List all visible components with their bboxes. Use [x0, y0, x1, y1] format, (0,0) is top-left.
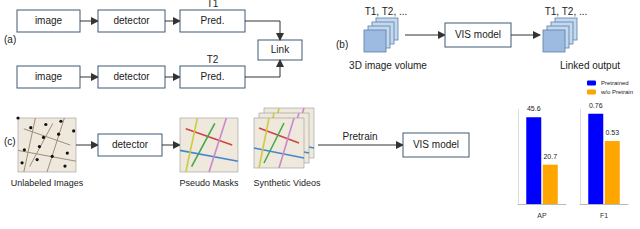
svg-text:3D image volume: 3D image volume — [349, 60, 427, 71]
svg-text:F1: F1 — [600, 212, 608, 219]
svg-text:Pred.: Pred. — [201, 71, 225, 82]
svg-text:(b): (b) — [336, 39, 348, 50]
svg-text:T1, T2, ...: T1, T2, ... — [365, 6, 408, 17]
svg-text:Linked output: Linked output — [560, 60, 620, 71]
svg-text:Unlabeled Images: Unlabeled Images — [11, 178, 84, 188]
svg-text:0.76: 0.76 — [589, 102, 603, 109]
svg-text:Pseudo Masks: Pseudo Masks — [179, 178, 239, 188]
svg-text:Pretrain: Pretrain — [342, 131, 377, 142]
svg-text:detector: detector — [113, 71, 150, 82]
svg-text:45.6: 45.6 — [527, 105, 541, 112]
svg-text:(a): (a) — [4, 34, 16, 45]
svg-text:detector: detector — [113, 15, 150, 26]
svg-text:Synthetic Videos: Synthetic Videos — [254, 178, 321, 188]
svg-text:T2: T2 — [207, 54, 219, 65]
svg-text:detector: detector — [112, 139, 149, 150]
svg-text:20.7: 20.7 — [543, 153, 557, 160]
svg-text:Pred.: Pred. — [201, 15, 225, 26]
svg-text:Pretrained: Pretrained — [601, 80, 629, 86]
svg-text:image: image — [35, 71, 63, 82]
svg-text:w/o Pretrain: w/o Pretrain — [600, 89, 633, 95]
svg-text:(c): (c) — [4, 136, 16, 147]
svg-text:Link: Link — [271, 44, 290, 55]
svg-text:VIS model: VIS model — [455, 29, 501, 40]
svg-text:VIS model: VIS model — [413, 139, 459, 150]
svg-text:T1, T2, ...: T1, T2, ... — [545, 6, 588, 17]
svg-text:AP: AP — [537, 212, 547, 219]
svg-text:T1: T1 — [207, 0, 219, 9]
svg-text:0.53: 0.53 — [605, 129, 619, 136]
svg-text:image: image — [35, 15, 63, 26]
